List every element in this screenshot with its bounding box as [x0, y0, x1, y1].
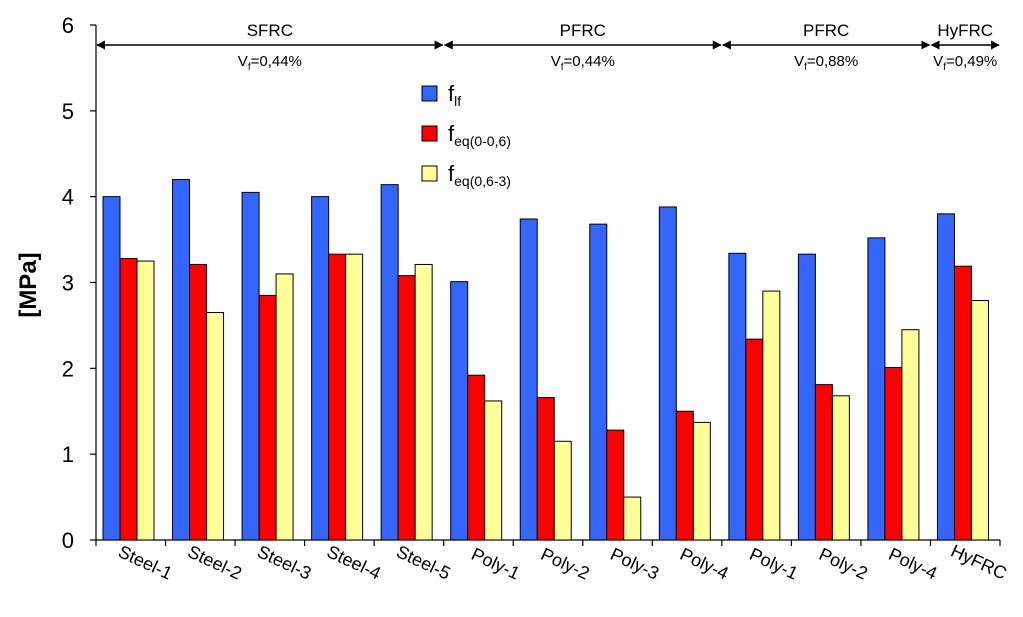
group-label: HyFRC: [937, 21, 993, 40]
x-tick-label: Poly-2: [816, 544, 871, 584]
bar-eq-0-6-3-poly-4: [692, 421, 711, 541]
bar-eq-0-0-6-steel-4: [328, 253, 347, 541]
y-tick-label: 3: [62, 271, 74, 296]
group-label: PFRC: [560, 21, 606, 40]
bar-eq-0-0-6-hyfrc: [953, 265, 972, 541]
bars-group: [102, 179, 989, 541]
bar-eq-0-6-3-steel-3: [275, 273, 294, 541]
bar-lf-poly-1: [728, 252, 747, 541]
volume-fraction-label: Vf=0,49%: [933, 53, 997, 73]
x-tick-label: Steel-5: [393, 541, 453, 583]
x-tick-label: Steel-1: [115, 541, 175, 583]
bar-lf-poly-2: [519, 218, 538, 541]
bar-lf-steel-5: [380, 184, 399, 541]
y-tick-label: 2: [62, 356, 74, 381]
bar-eq-0-6-3-steel-2: [206, 312, 225, 541]
y-axis-label: [MPa]: [15, 252, 42, 317]
bar-eq-0-0-6-steel-5: [397, 275, 416, 541]
group-label: PFRC: [803, 21, 849, 40]
x-tick-label: Poly-2: [538, 544, 593, 584]
y-tick-label: 1: [62, 442, 74, 467]
bar-eq-0-0-6-steel-3: [258, 294, 277, 541]
bar-lf-steel-2: [172, 179, 191, 541]
bar-lf-poly-1: [450, 281, 469, 541]
x-tick-label: Steel-2: [185, 541, 245, 583]
bar-eq-0-6-3-steel-5: [414, 263, 433, 541]
bar-eq-0-6-3-poly-2: [831, 395, 850, 541]
bar-eq-0-0-6-steel-2: [189, 263, 208, 541]
x-tick-label: Poly-4: [677, 544, 732, 584]
bar-eq-0-0-6-poly-2: [536, 397, 555, 541]
x-tick-label: Poly-1: [746, 544, 801, 584]
bar-eq-0-6-3-hyfrc: [970, 300, 989, 541]
legend-swatch: [421, 85, 438, 102]
x-tick-label: HyFRC: [948, 541, 1010, 584]
bar-eq-0-6-3-poly-1: [762, 290, 781, 541]
bar-eq-0-6-3-poly-4: [901, 329, 920, 541]
bar-eq-0-6-3-steel-4: [345, 253, 364, 541]
bar-eq-0-6-3-steel-1: [136, 260, 155, 541]
y-tick-label: 6: [62, 13, 74, 38]
bar-eq-0-0-6-poly-4: [675, 410, 694, 541]
bar-eq-0-0-6-poly-3: [606, 429, 625, 541]
category-labels: Steel-1 Steel-2 Steel-3 Steel-4 Steel-5 Poly-…: [115, 541, 1010, 584]
x-tick-label: Poly-3: [607, 544, 662, 584]
x-tick-label: Steel-4: [324, 541, 384, 583]
y-tick-label: 0: [62, 528, 74, 553]
legend: flf feq(0-0,6) feq(0,6-3): [421, 81, 511, 189]
x-tick-label: Poly-1: [468, 544, 523, 584]
bar-eq-0-6-3-poly-3: [623, 496, 642, 541]
bar-eq-0-0-6-poly-1: [467, 374, 486, 541]
x-tick-label: Steel-3: [254, 541, 314, 583]
bar-eq-0-6-3-poly-2: [553, 440, 572, 541]
x-tick-label: Poly-4: [886, 544, 941, 584]
group-annotations: SFRC Vf=0,44% PFRC Vf=0,44% PFRC Vf=0,88% HyFR…: [96, 21, 1000, 73]
bar-lf-poly-4: [658, 206, 677, 541]
volume-fraction-label: Vf=0,44%: [551, 53, 615, 73]
bar-eq-0-6-3-poly-1: [484, 400, 503, 541]
legend-label: feq(0,6-3): [448, 161, 511, 189]
bar-lf-poly-3: [589, 223, 608, 541]
y-tick-label: 5: [62, 99, 74, 124]
volume-fraction-label: Vf=0,44%: [238, 53, 302, 73]
bar-lf-poly-2: [797, 253, 816, 541]
bar-lf-steel-1: [102, 196, 121, 541]
bar-lf-hyfrc: [936, 213, 955, 541]
legend-swatch: [421, 165, 438, 182]
legend-swatch: [421, 125, 438, 142]
bar-eq-0-0-6-steel-1: [119, 257, 138, 541]
volume-fraction-label: Vf=0,88%: [794, 53, 858, 73]
group-label: SFRC: [247, 21, 293, 40]
y-tick-label: 4: [62, 185, 74, 210]
legend-label: feq(0-0,6): [448, 121, 511, 149]
bar-lf-steel-4: [311, 196, 330, 541]
bar-lf-steel-3: [241, 191, 260, 541]
bar-eq-0-0-6-poly-1: [745, 338, 764, 541]
legend-label: flf: [448, 81, 461, 109]
bar-eq-0-0-6-poly-4: [884, 366, 903, 541]
bar-lf-poly-4: [867, 237, 886, 541]
bar-eq-0-0-6-poly-2: [814, 384, 833, 541]
